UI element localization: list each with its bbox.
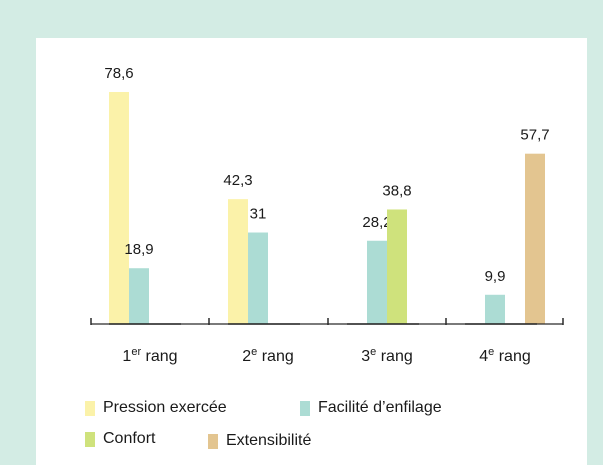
legend-label-pression: Pression exercée: [103, 399, 227, 416]
bar-2-2: [387, 209, 407, 324]
legend-item-facilite: Facilité d’enfilage: [300, 399, 442, 417]
x-tick-label-2: 3e rang: [361, 346, 413, 365]
data-label-0-0: 78,6: [104, 65, 133, 82]
legend-item-confort: Confort: [85, 430, 155, 448]
bar-1-0: [228, 199, 248, 324]
legend-label-confort: Confort: [103, 430, 156, 447]
x-tick-label-3: 4e rang: [479, 346, 531, 365]
legend-label-facilite: Facilité d’enfilage: [318, 399, 442, 416]
x-tick-label-1: 2e rang: [242, 346, 294, 365]
data-label-1-1: 31: [250, 205, 267, 222]
data-label-3-1: 9,9: [485, 268, 506, 285]
data-label-1-0: 42,3: [223, 172, 252, 189]
legend-swatch-facilite: [300, 400, 310, 416]
data-label-3-3: 57,7: [520, 127, 549, 144]
legend-item-extensibilite: Extensibilité: [208, 432, 311, 450]
data-label-2-2: 38,8: [382, 182, 411, 199]
bar-0-0: [109, 92, 129, 324]
legend-label-extensibilite: Extensibilité: [226, 432, 312, 449]
x-tick-label-0: 1er rang: [122, 346, 177, 365]
data-label-2-1: 28,2: [362, 214, 391, 231]
bar-0-1: [129, 268, 149, 324]
bar-3-1: [485, 294, 505, 324]
legend-swatch-pression: [85, 400, 95, 416]
legend-item-pression: Pression exercée: [85, 399, 227, 417]
legend-swatch-extensibilite: [208, 433, 218, 449]
bar-3-3: [525, 153, 545, 324]
bar-1-1: [248, 232, 268, 324]
legend-swatch-confort: [85, 431, 95, 447]
bar-2-1: [367, 240, 387, 324]
data-label-0-1: 18,9: [124, 241, 153, 258]
